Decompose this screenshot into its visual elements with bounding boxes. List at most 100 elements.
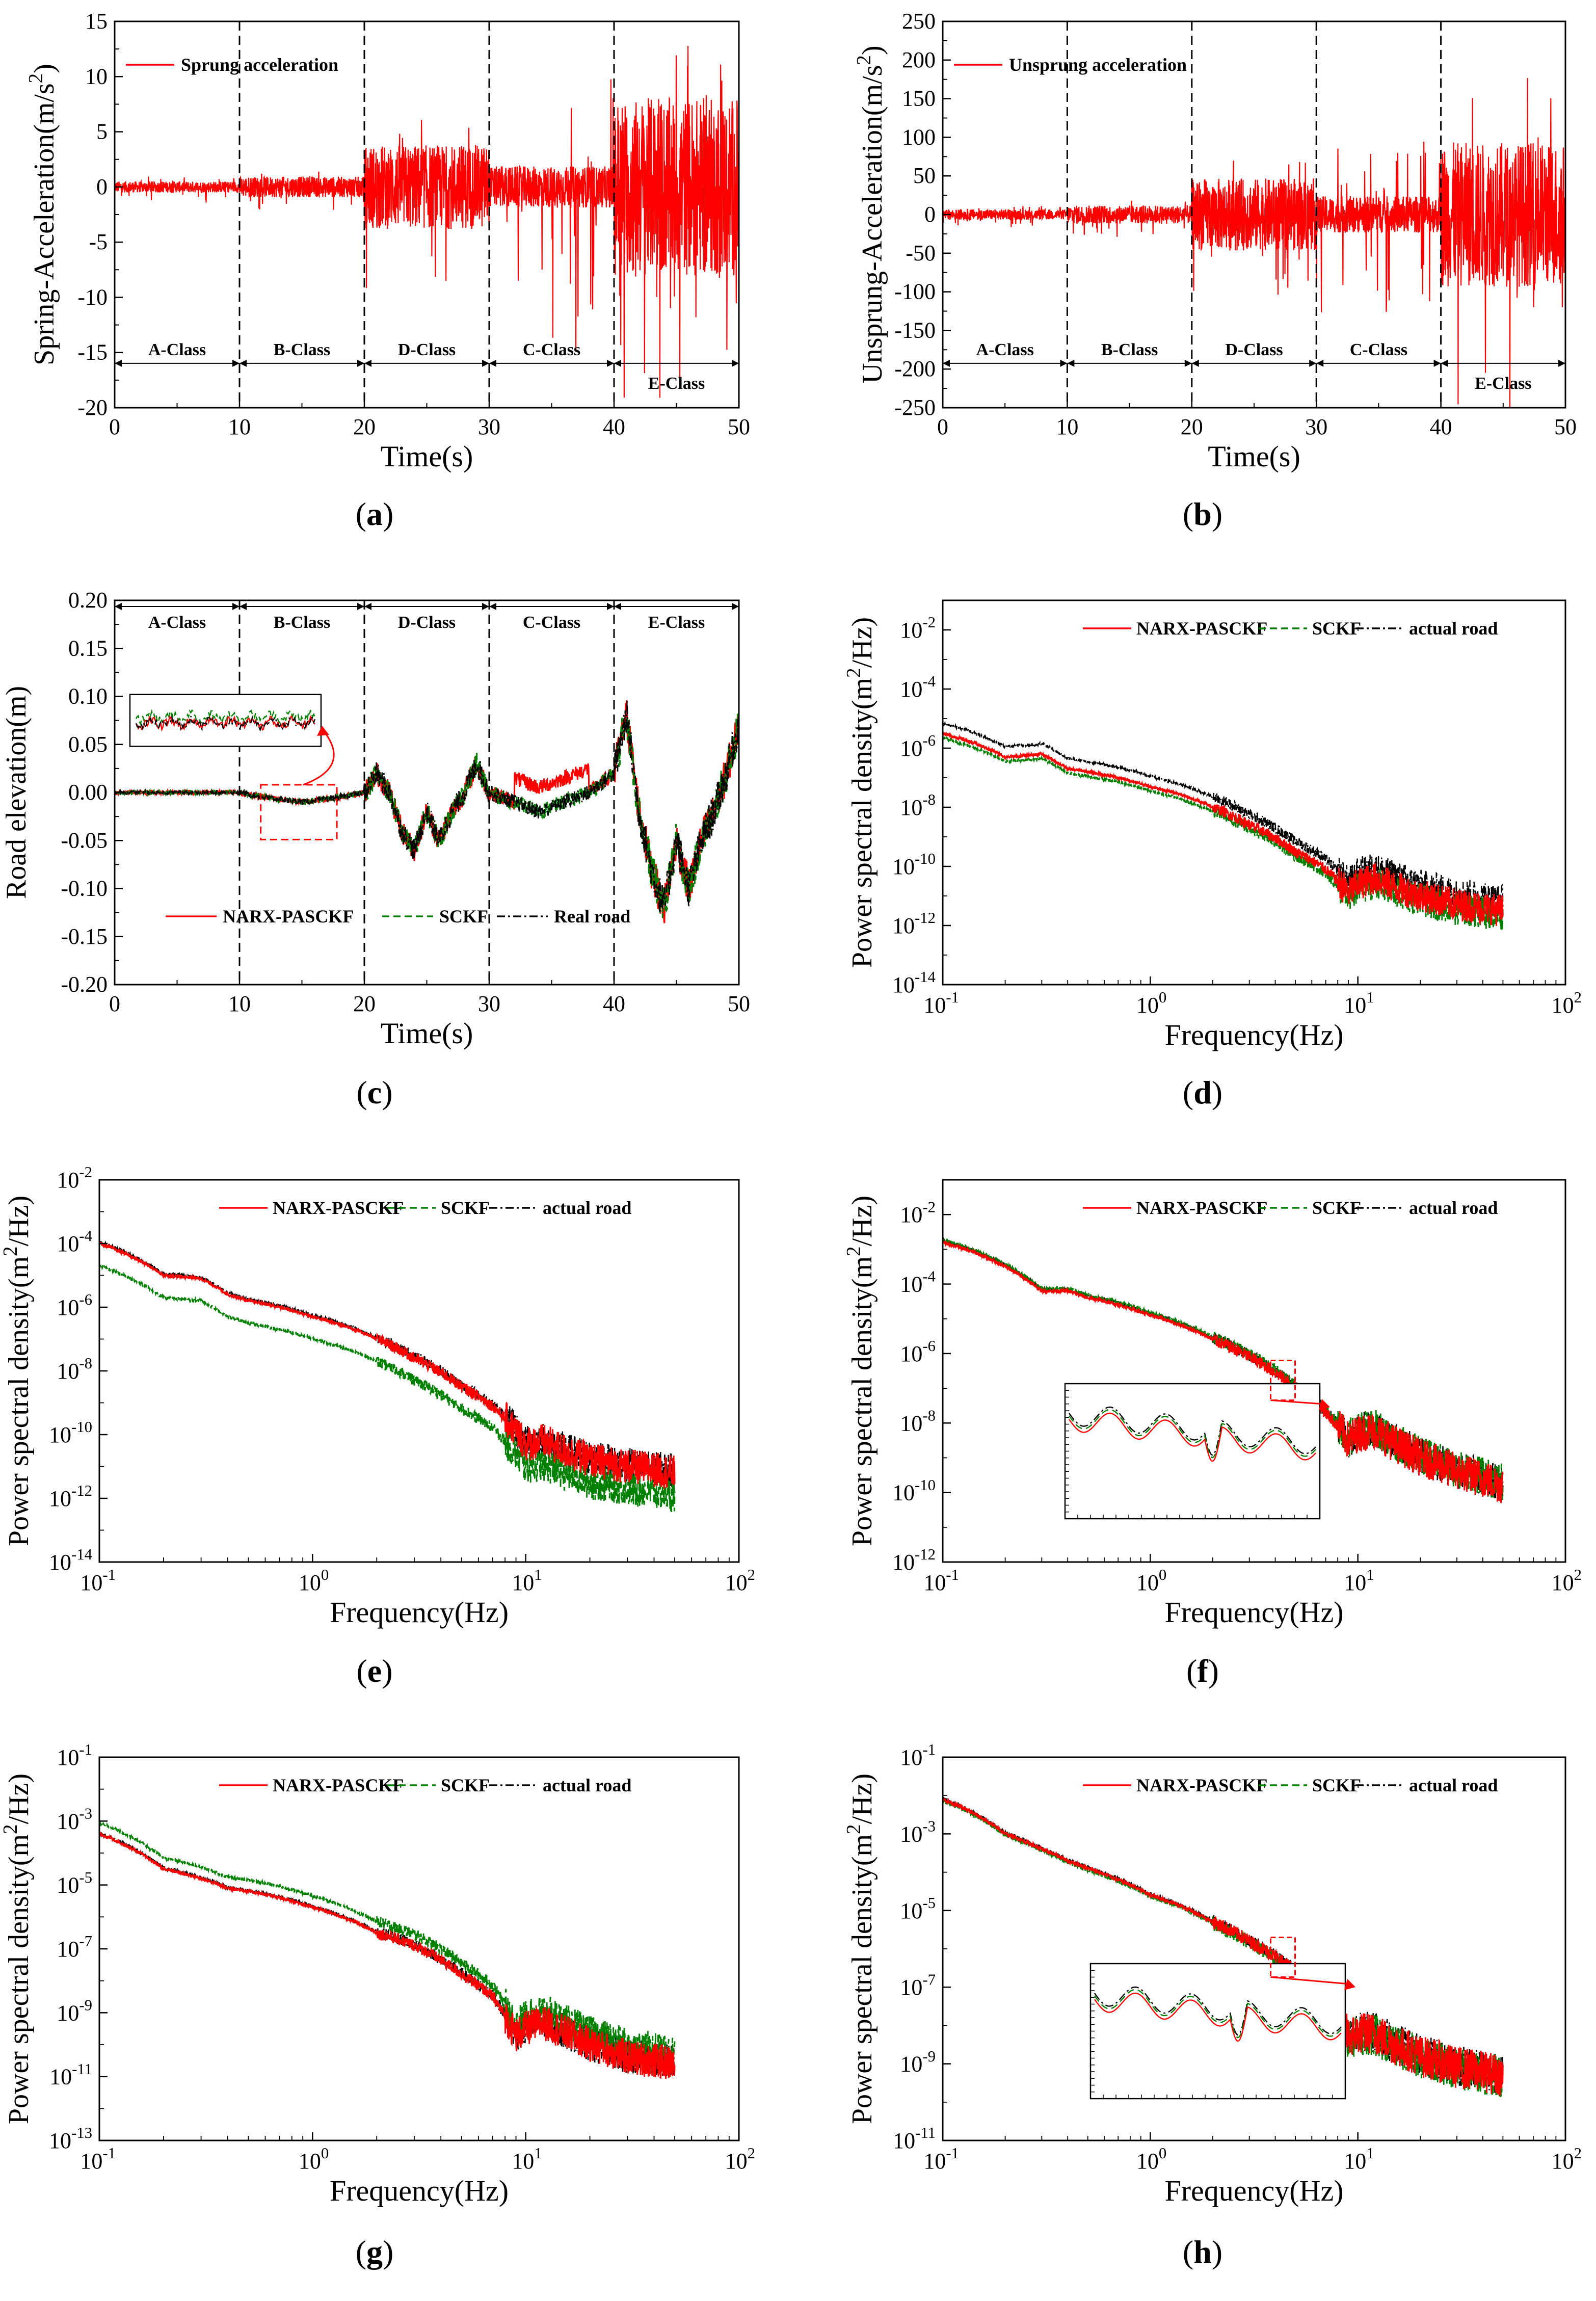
y-axis-label: Power spectral density(m2/Hz) — [843, 1774, 878, 2124]
x-tick-label: 50 — [728, 414, 750, 439]
class-label: C-Class — [523, 613, 580, 632]
class-label: A-Class — [148, 613, 206, 632]
y-axis-label: Power spectral density(m2/Hz) — [0, 1196, 35, 1546]
y-tick-label: 10-4 — [900, 1268, 936, 1297]
y-tick-label: 15 — [85, 9, 108, 34]
class-arrow-right — [607, 603, 614, 610]
panel-caption: (h) — [1183, 2234, 1222, 2270]
class-arrow-right — [232, 603, 240, 610]
y-tick-label: 10-12 — [892, 1546, 936, 1575]
class-arrow-left — [1441, 359, 1448, 367]
x-tick-label: 10 — [228, 991, 251, 1016]
y-tick-label: 10-1 — [57, 1741, 92, 1770]
y-tick-label: 10-10 — [892, 850, 936, 879]
y-tick-label: -150 — [894, 318, 936, 342]
plot-area — [943, 78, 1565, 408]
inset-line — [1094, 1986, 1342, 2036]
panel-caption: (e) — [356, 1653, 392, 1689]
panel-caption: (b) — [1183, 496, 1222, 532]
class-arrow-right — [482, 603, 489, 610]
x-tick-label: 101 — [512, 1566, 542, 1595]
x-tick-label: 101 — [1344, 989, 1374, 1018]
y-tick-label: 10-12 — [49, 1482, 92, 1511]
class-arrow-left — [489, 603, 496, 610]
series-line-sckf — [99, 1821, 676, 2070]
series-line-sckf — [99, 1263, 676, 1512]
inset-box — [1089, 1963, 1346, 2100]
x-axis-label: Frequency(Hz) — [330, 1596, 509, 1629]
y-tick-label: 0 — [96, 174, 108, 199]
series-line-narx-pasckf — [943, 731, 1504, 926]
y-tick-label: 10-8 — [57, 1355, 92, 1384]
zoom-marker — [260, 784, 338, 840]
zoom-arrow — [1270, 1399, 1324, 1405]
x-tick-label: 20 — [1181, 414, 1203, 439]
x-tick-label: 40 — [603, 991, 625, 1016]
y-tick-label: 10-7 — [900, 1971, 936, 2000]
plot-area — [115, 700, 739, 923]
class-label: B-Class — [1101, 340, 1158, 359]
class-arrow-left — [1191, 359, 1199, 367]
y-tick-label: 10-6 — [57, 1291, 92, 1320]
y-axis-label: Power spectral density(m2/Hz) — [843, 1196, 878, 1546]
class-arrow-left — [364, 359, 371, 367]
x-tick-label: 100 — [299, 2145, 329, 2174]
class-label: D-Class — [398, 613, 456, 632]
class-arrow-right — [357, 359, 364, 367]
x-tick-label: 10 — [1056, 414, 1078, 439]
class-arrow-right — [1060, 359, 1068, 367]
zoom-arrowhead — [1319, 1399, 1330, 1410]
y-tick-label: 10-10 — [892, 1476, 936, 1505]
x-tick-label: 102 — [1552, 989, 1582, 1018]
class-arrow-right — [1433, 359, 1441, 367]
plot-area — [99, 1821, 676, 2079]
y-tick-label: 10-2 — [900, 614, 936, 643]
y-tick-label: 200 — [902, 47, 936, 72]
legend-label: SCKF — [441, 1775, 490, 1795]
axes-frame — [942, 1179, 1566, 1563]
y-tick-label: 5 — [96, 119, 108, 144]
class-arrow-right — [482, 359, 489, 367]
x-tick-label: 10-1 — [923, 1566, 959, 1595]
legend-label: NARX-PASCKF — [273, 1198, 404, 1218]
y-tick-label: 50 — [913, 163, 936, 188]
legend-label: actual road — [1409, 1198, 1498, 1218]
x-tick-label: 100 — [1136, 2145, 1166, 2174]
y-tick-label: 10-1 — [900, 1741, 936, 1770]
y-tick-label: 10-6 — [900, 1337, 936, 1366]
panel-caption: (g) — [356, 2234, 394, 2270]
x-tick-label: 102 — [1552, 2145, 1582, 2174]
series-line-narx-pasckf — [99, 1832, 676, 2079]
legend-label: Real road — [554, 906, 630, 927]
x-tick-label: 40 — [1430, 414, 1452, 439]
x-tick-label: 10 — [228, 414, 251, 439]
legend-label: actual road — [543, 1198, 631, 1218]
legend-label: SCKF — [1312, 618, 1361, 639]
panel-caption: (a) — [356, 496, 394, 532]
inset-line — [136, 715, 315, 732]
x-axis-label: Time(s) — [1208, 440, 1300, 473]
plot-area — [943, 1796, 1504, 2097]
zoom-marker — [1269, 1360, 1296, 1401]
y-tick-label: -10 — [77, 284, 108, 309]
class-arrow-left — [1067, 359, 1075, 367]
y-tick-label: 10-2 — [57, 1163, 92, 1193]
x-tick-label: 0 — [109, 414, 120, 439]
y-tick-label: 0.20 — [68, 588, 108, 613]
y-tick-label: 0.00 — [68, 780, 108, 805]
class-label: E-Class — [648, 613, 705, 632]
legend-label: NARX-PASCKF — [1136, 1775, 1267, 1795]
series-line-actual-road — [943, 721, 1504, 915]
y-tick-label: -5 — [89, 229, 108, 254]
class-label: B-Class — [274, 613, 330, 632]
panel-caption: (f) — [1186, 1653, 1219, 1689]
zoom-marker — [1269, 1936, 1296, 1978]
y-tick-label: 10-10 — [49, 1418, 92, 1447]
class-arrow-left — [364, 603, 371, 610]
y-tick-label: 150 — [902, 86, 936, 111]
chart-panel-1: A-Class B-Class D-Class C-Class E-Class 0 10 20… — [25, 9, 750, 532]
panel-caption: (c) — [356, 1074, 392, 1110]
class-arrow-right — [232, 359, 240, 367]
class-label: E-Class — [1475, 374, 1531, 393]
class-label: C-Class — [523, 340, 580, 359]
